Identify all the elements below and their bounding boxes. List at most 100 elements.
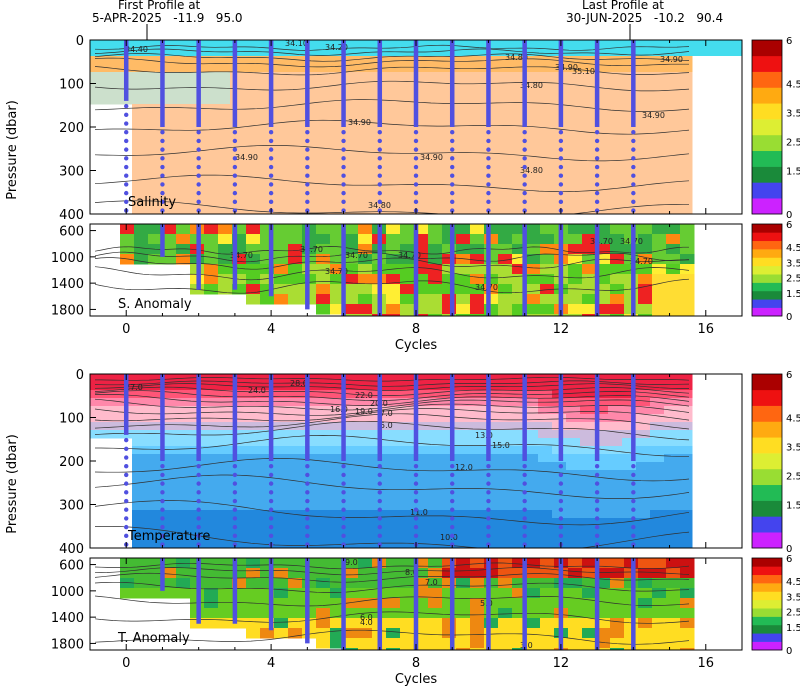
field-cell [104,382,119,391]
field-cell [132,374,147,383]
colorbar-tick-label: 1.5 [786,623,800,634]
field-cell [580,526,595,535]
profile-point [232,533,238,539]
field-cell [568,274,583,285]
field-cell [146,502,161,511]
field-cell [468,502,483,511]
field-cell [188,398,203,407]
field-cell [426,390,441,399]
colorbar-swatch [752,265,782,275]
field-cell [650,494,665,503]
field-cell [622,518,637,527]
contour-line [94,500,690,526]
field-cell [330,618,345,629]
field-cell [356,120,371,129]
field-cell [412,478,427,487]
field-cell [230,176,245,185]
field-cell [272,542,287,548]
field-cell [680,618,695,629]
field-cell [314,192,329,201]
field-cell [456,234,471,245]
field-cell [498,608,513,619]
profile-point [160,173,165,178]
field-cell [188,168,203,177]
field-cell [622,112,637,121]
field-cell [454,48,469,57]
field-cell [526,234,541,245]
field-cell [510,414,525,423]
field-cell [358,558,373,569]
field-cell [342,542,357,548]
field-cell [566,526,581,535]
profile-point [450,173,455,178]
field-cell [440,446,455,455]
field-cell [400,568,415,579]
field-cell [274,294,289,305]
field-cell [440,470,455,479]
contour-line [94,398,690,411]
field-cell [594,414,609,423]
field-cell [216,152,231,161]
field-cell [244,168,259,177]
field-cell [610,588,625,599]
field-cell [664,144,679,153]
field-cell [468,176,483,185]
field-cell [398,168,413,177]
field-cell [636,128,651,137]
field-cell [132,56,147,65]
field-cell [524,502,539,511]
field-cell [384,454,399,463]
field-cell [188,88,203,97]
profile-point [341,138,346,144]
field-cell [400,244,415,255]
colorbar-tick-label: 3.5 [786,109,800,120]
field-cell [442,224,457,235]
colorbar-swatch [752,532,782,549]
field-cell [608,422,623,431]
field-cell [258,422,273,431]
field-cell [664,192,679,201]
field-cell [678,168,693,177]
field-cell [566,486,581,495]
field-cell [398,534,413,543]
field-cell [370,414,385,423]
field-cell [188,406,203,415]
profile-point [305,164,310,170]
profile-point [594,516,600,521]
field-cell [342,390,357,399]
field-cell [510,96,525,105]
field-cell [286,184,301,193]
field-cell [342,454,357,463]
field-cell [146,96,161,105]
field-cell [594,462,609,471]
field-cell [342,192,357,201]
field-cell [638,568,653,579]
field-cell [664,136,679,145]
field-cell [484,648,499,650]
field-cell [538,494,553,503]
field-cell [342,168,357,177]
field-cell [538,48,553,57]
profile-point [124,481,129,486]
field-cell [566,374,581,383]
profile-point [196,481,201,486]
field-cell [288,264,303,275]
field-cell [440,152,455,161]
field-cell [286,542,301,548]
field-cell [566,184,581,193]
field-cell [316,638,331,649]
field-cell [148,224,163,235]
field-cell [134,588,149,599]
field-cell [160,192,175,201]
colorbar-tick-label: 2.5 [786,137,800,148]
field-cell [524,414,539,423]
x-tick-label: 0 [122,656,130,671]
profile-point [522,190,527,196]
field-cell [582,598,597,609]
field-cell [636,112,651,121]
field-cell [622,382,637,391]
field-cell [636,96,651,105]
field-cell [468,168,483,177]
field-cell [652,254,667,265]
field-cell [258,382,273,391]
